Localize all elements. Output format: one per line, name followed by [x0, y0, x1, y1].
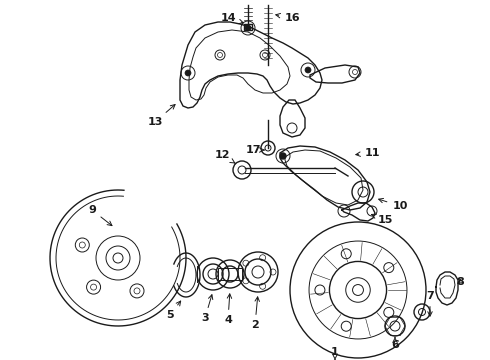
Text: 16: 16 [276, 13, 300, 23]
Text: 17: 17 [245, 145, 264, 155]
Text: 11: 11 [356, 148, 380, 158]
Text: 8: 8 [456, 277, 464, 287]
Circle shape [185, 70, 191, 76]
Text: 15: 15 [371, 214, 392, 225]
Circle shape [280, 153, 286, 159]
Text: 13: 13 [147, 104, 175, 127]
Text: 14: 14 [220, 13, 244, 24]
Text: 9: 9 [88, 205, 112, 226]
Text: 4: 4 [224, 294, 232, 325]
Text: 12: 12 [214, 150, 235, 163]
Text: 5: 5 [166, 301, 181, 320]
Text: 2: 2 [251, 297, 259, 330]
Text: 10: 10 [379, 198, 408, 211]
Text: 7: 7 [426, 291, 434, 316]
Circle shape [305, 67, 311, 73]
Text: 6: 6 [391, 337, 399, 350]
Text: 3: 3 [201, 295, 213, 323]
Circle shape [245, 25, 251, 31]
Text: 1: 1 [331, 347, 339, 360]
